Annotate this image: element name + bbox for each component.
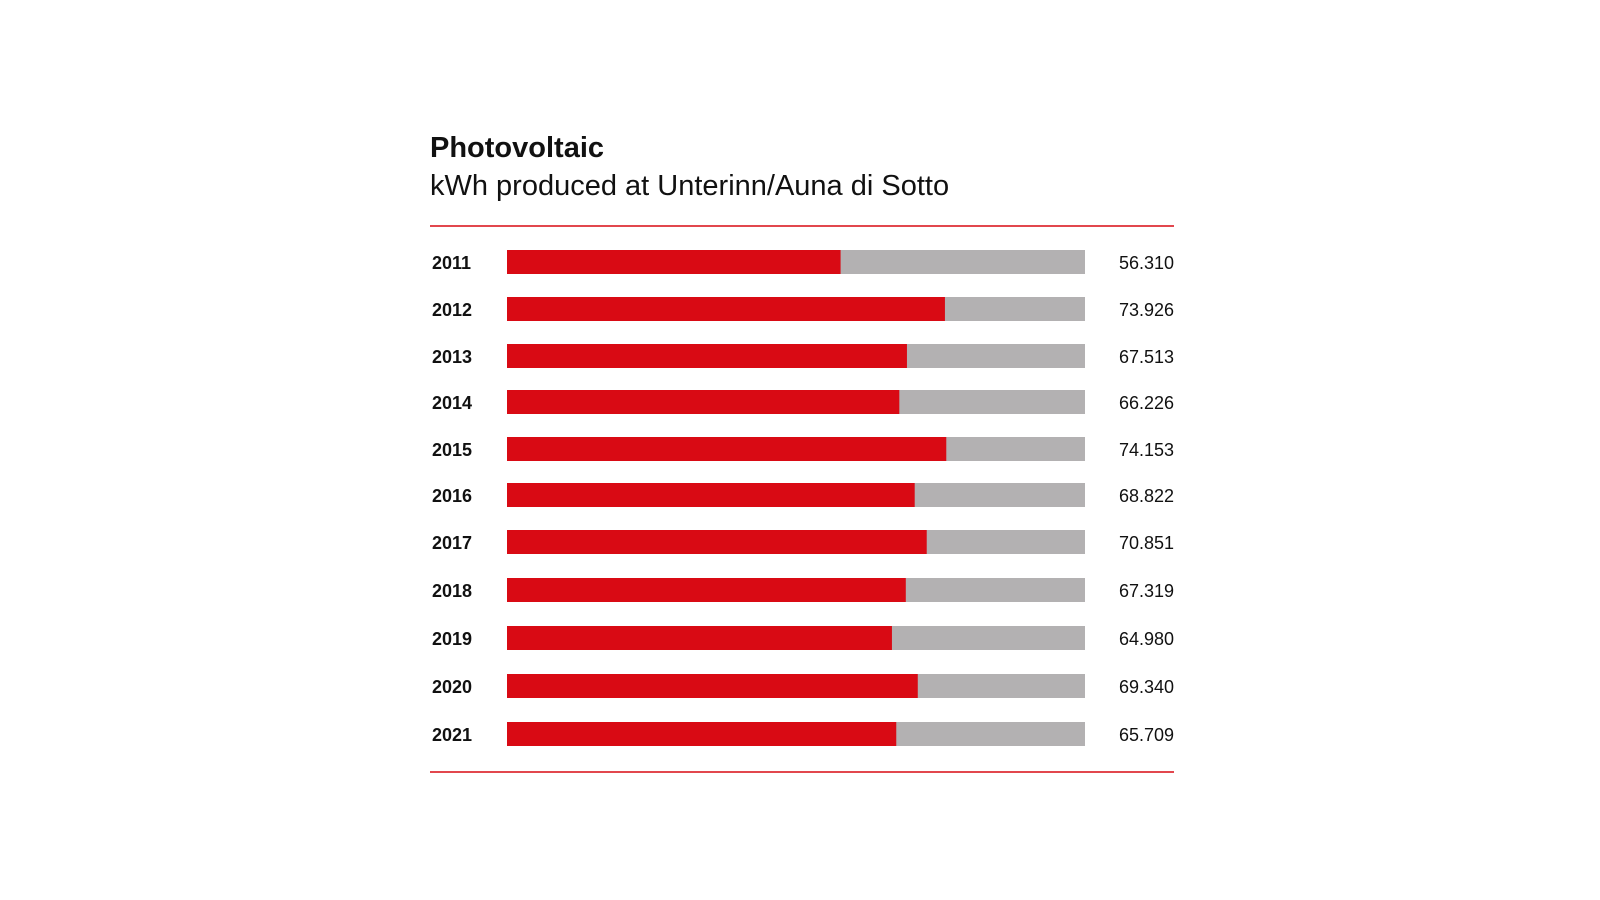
value-label-2013: 67.513 xyxy=(1119,347,1174,367)
value-label-2020: 69.340 xyxy=(1119,677,1174,697)
category-label-2021: 2021 xyxy=(432,725,472,745)
bar-2013 xyxy=(507,344,907,368)
bar-2011 xyxy=(507,250,841,274)
value-label-2012: 73.926 xyxy=(1119,300,1174,320)
value-label-2011: 56.310 xyxy=(1119,253,1174,273)
value-label-2016: 68.822 xyxy=(1119,486,1174,506)
category-label-2016: 2016 xyxy=(432,486,472,506)
category-label-2014: 2014 xyxy=(432,393,472,413)
category-label-2020: 2020 xyxy=(432,677,472,697)
category-label-2019: 2019 xyxy=(432,629,472,649)
bar-2020 xyxy=(507,674,918,698)
bar-2016 xyxy=(507,483,915,507)
category-label-2015: 2015 xyxy=(432,440,472,460)
chart-subtitle: kWh produced at Unterinn/Auna di Sotto xyxy=(430,170,949,202)
bar-2019 xyxy=(507,626,892,650)
bar-2018 xyxy=(507,578,906,602)
category-label-2018: 2018 xyxy=(432,581,472,601)
chart-title: Photovoltaic xyxy=(430,132,604,164)
bar-2021 xyxy=(507,722,897,746)
value-label-2015: 74.153 xyxy=(1119,440,1174,460)
bar-2012 xyxy=(507,297,945,321)
bars-group: 2011 56.310 2012 73.926 2013 67.513 2014 66.226… xyxy=(432,250,1174,746)
bar-2017 xyxy=(507,530,927,554)
value-label-2017: 70.851 xyxy=(1119,533,1174,553)
bar-2015 xyxy=(507,437,947,461)
value-label-2021: 65.709 xyxy=(1119,725,1174,745)
value-label-2014: 66.226 xyxy=(1119,393,1174,413)
bar-2014 xyxy=(507,390,900,414)
category-label-2011: 2011 xyxy=(432,253,471,273)
value-label-2019: 64.980 xyxy=(1119,629,1174,649)
value-label-2018: 67.319 xyxy=(1119,581,1174,601)
category-label-2013: 2013 xyxy=(432,347,472,367)
category-label-2012: 2012 xyxy=(432,300,472,320)
category-label-2017: 2017 xyxy=(432,533,472,553)
